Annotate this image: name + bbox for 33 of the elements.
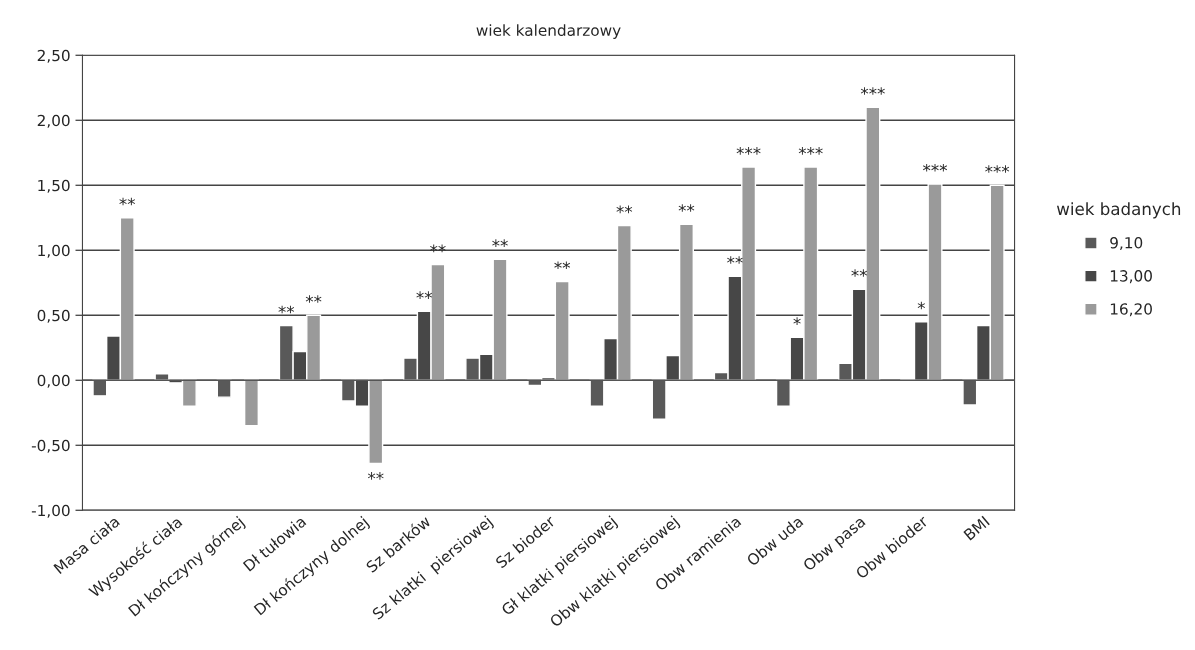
annotation: ** <box>851 269 868 277</box>
annotation: ** <box>492 239 508 247</box>
annotation: *** <box>860 87 885 95</box>
annotation: ** <box>616 205 633 214</box>
chart-title: wiek kalendarzowy <box>476 24 621 39</box>
annotation: ** <box>278 305 295 314</box>
legend-label: 9,10 <box>1110 236 1143 251</box>
annotation: ** <box>416 291 433 299</box>
y-tick-label: 0,00 <box>37 374 70 388</box>
annotation: ** <box>367 472 384 480</box>
y-tick-label: -1,00 <box>31 504 70 518</box>
y-tick-label: 2,00 <box>37 114 70 128</box>
annotation: *** <box>985 165 1010 173</box>
annotation: ** <box>305 295 322 303</box>
x-tick-label: BMI <box>963 515 990 541</box>
annotation: *** <box>923 163 948 172</box>
annotation: *** <box>798 147 823 155</box>
y-tick-label: -0,50 <box>31 439 70 453</box>
legend-label: 16,20 <box>1110 303 1152 317</box>
y-tick-label: 0,50 <box>37 309 70 323</box>
legend-label: 13,00 <box>1110 270 1152 284</box>
annotation: * <box>793 317 801 325</box>
bar <box>243 379 260 427</box>
y-tick-label: 1,00 <box>38 244 70 258</box>
annotation: ** <box>554 261 571 270</box>
legend-title: wiek badanych <box>1056 202 1181 219</box>
y-tick-label: 2,50 <box>37 49 70 63</box>
annotation: ** <box>727 256 743 264</box>
y-tick-label: 1,50 <box>38 179 70 193</box>
annotation: * <box>917 301 926 310</box>
annotation: *** <box>736 147 761 155</box>
annotation: ** <box>678 204 695 212</box>
annotation: ** <box>119 197 136 206</box>
